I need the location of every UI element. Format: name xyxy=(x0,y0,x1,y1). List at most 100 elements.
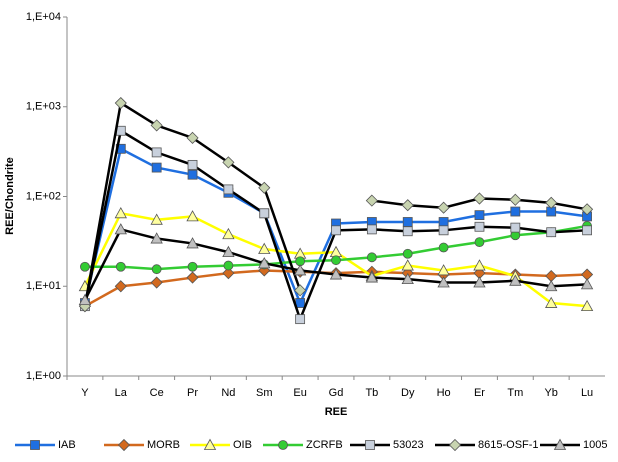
data-point xyxy=(509,193,522,206)
data-point xyxy=(509,274,522,286)
data-point xyxy=(401,259,414,271)
data-point xyxy=(114,96,127,110)
x-axis-title: REE xyxy=(325,406,348,418)
x-tick-label: Ce xyxy=(150,387,164,399)
legend-marker xyxy=(365,440,375,450)
data-point xyxy=(150,119,163,132)
data-point xyxy=(474,221,485,232)
x-tick-label: Sm xyxy=(256,387,273,399)
data-point xyxy=(150,232,163,244)
data-point xyxy=(222,227,235,240)
data-point xyxy=(582,225,592,236)
data-point xyxy=(473,192,486,205)
data-point xyxy=(222,156,235,169)
data-point xyxy=(545,296,558,308)
data-point xyxy=(331,225,341,236)
data-point xyxy=(329,268,343,280)
data-point xyxy=(366,252,377,263)
x-tick-label: Tm xyxy=(507,387,523,399)
data-point xyxy=(258,257,271,269)
data-point xyxy=(186,131,199,144)
data-point xyxy=(258,181,271,194)
x-tick-label: Lu xyxy=(581,387,593,399)
x-tick-label: Ho xyxy=(437,387,451,399)
y-tick-label: 1,E+03 xyxy=(26,101,61,113)
x-tick-label: Tb xyxy=(365,387,378,399)
data-point xyxy=(581,203,594,216)
legend-label: MORB xyxy=(147,439,180,451)
data-point xyxy=(223,184,234,195)
legend-marker xyxy=(553,438,567,450)
data-point xyxy=(80,261,90,272)
legend-label: IAB xyxy=(58,439,76,451)
data-point xyxy=(438,225,449,236)
data-point xyxy=(402,248,413,259)
data-point xyxy=(402,226,413,237)
data-point xyxy=(402,217,413,227)
data-point xyxy=(473,259,486,271)
x-tick-label: La xyxy=(115,387,128,399)
data-point xyxy=(114,280,127,293)
legend-marker xyxy=(117,438,131,452)
legend-label: ZCRFB xyxy=(306,439,343,451)
x-tick-label: Eu xyxy=(293,387,306,399)
x-tick-label: Nd xyxy=(221,387,235,399)
data-point xyxy=(222,267,235,280)
data-point xyxy=(186,237,199,249)
y-tick-label: 1,E+01 xyxy=(26,280,61,292)
data-point xyxy=(438,217,449,227)
data-point xyxy=(438,242,449,253)
x-tick-label: Pr xyxy=(187,387,198,399)
data-point xyxy=(474,237,485,248)
data-point xyxy=(151,162,162,173)
data-point xyxy=(365,194,378,207)
data-point xyxy=(151,147,162,158)
data-point xyxy=(580,299,594,312)
data-point xyxy=(259,208,270,219)
y-tick-label: 1,E+02 xyxy=(26,190,61,202)
data-point xyxy=(437,201,450,214)
data-point xyxy=(546,227,557,238)
data-point xyxy=(473,276,486,288)
data-point xyxy=(401,199,414,212)
legend-label: OIB xyxy=(233,439,252,451)
data-point xyxy=(186,271,199,284)
x-tick-label: Gd xyxy=(329,387,344,399)
data-point xyxy=(187,261,198,272)
x-tick-label: Er xyxy=(474,387,485,399)
data-point xyxy=(437,276,450,288)
data-point xyxy=(474,210,485,221)
legend-marker xyxy=(203,438,217,450)
data-point xyxy=(510,206,521,217)
legend-marker xyxy=(448,438,462,452)
data-point xyxy=(187,159,198,170)
legend-label: 53023 xyxy=(393,439,424,451)
x-tick-label: Dy xyxy=(401,387,415,399)
data-point xyxy=(331,255,341,266)
x-tick-label: Y xyxy=(81,387,89,399)
data-point xyxy=(78,293,92,306)
data-point xyxy=(151,264,162,275)
data-point xyxy=(545,279,558,292)
data-point xyxy=(401,272,414,285)
legend-label: 1005 xyxy=(583,439,607,451)
data-point xyxy=(510,222,521,233)
y-tick-label: 1,E+04 xyxy=(26,11,61,23)
data-point xyxy=(258,242,271,254)
data-point xyxy=(222,245,235,258)
data-point xyxy=(150,213,163,225)
data-point xyxy=(295,314,306,325)
data-point xyxy=(294,284,307,297)
data-point xyxy=(150,276,163,289)
legend-marker xyxy=(278,440,288,450)
data-point xyxy=(366,224,377,235)
data-point xyxy=(114,223,127,235)
x-tick-label: Yb xyxy=(544,387,557,399)
data-point xyxy=(114,206,127,219)
data-point xyxy=(115,261,126,272)
legend-label: 8615-OSF-1 xyxy=(478,439,539,451)
legend-marker xyxy=(30,440,40,450)
data-point xyxy=(223,260,234,271)
data-point xyxy=(437,264,450,276)
